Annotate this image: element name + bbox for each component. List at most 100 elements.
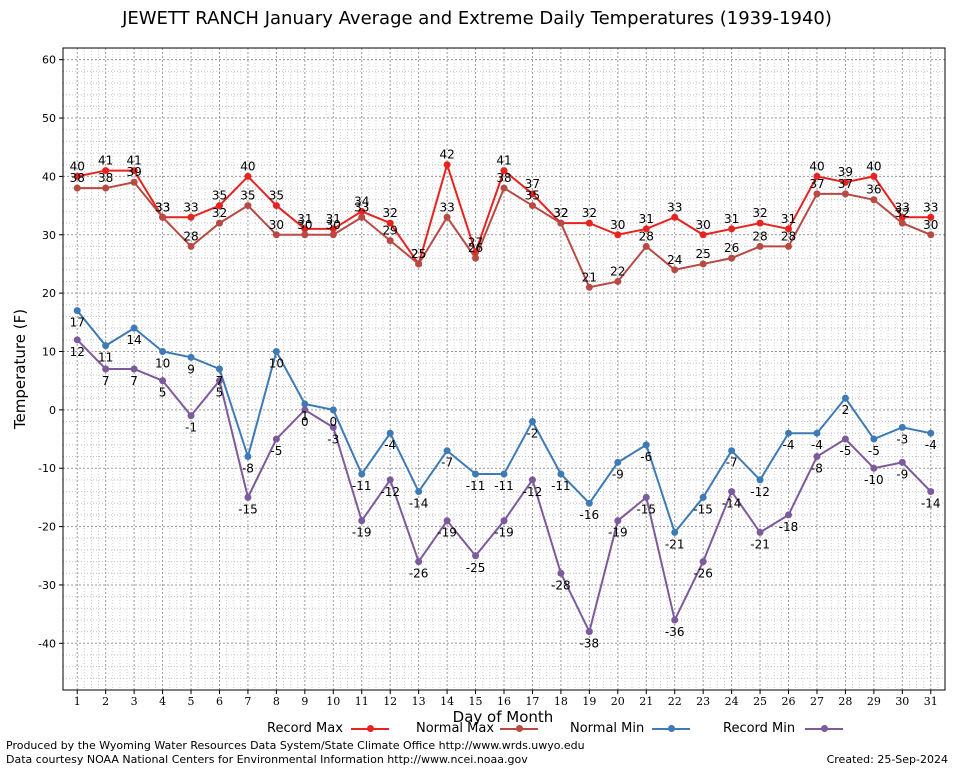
data-point [244,202,252,210]
data-point [272,231,280,239]
data-label: 30 [326,218,341,232]
data-point [756,476,764,484]
data-label: 39 [838,165,853,179]
data-point [130,167,138,175]
data-labels-record-min: 127 75-15-15-50-3-19-12-26-19-25-19-12-28… [70,345,941,651]
data-point [728,447,736,455]
data-label: -18 [779,520,799,534]
data-label: 0 [329,415,337,429]
data-label: 25 [696,247,711,261]
y-tick-label: 0 [49,404,56,417]
data-point [557,470,565,478]
data-point [102,167,110,175]
data-point [671,266,679,274]
x-tick-label: 28 [838,695,852,708]
data-label: 14 [126,333,141,347]
data-point [329,231,337,239]
legend-record-max: Record Max [267,721,389,736]
data-label: 31 [724,212,739,226]
data-point [642,242,650,250]
data-point [841,190,849,198]
data-label: 34 [354,194,369,208]
data-label: 26 [724,241,739,255]
data-label: 38 [98,171,113,185]
data-point [813,172,821,180]
y-tick-label: 30 [42,229,56,242]
data-point [756,242,764,250]
x-tick-label: 1 [74,695,81,708]
data-label: -26 [693,567,713,581]
data-point [699,231,707,239]
y-tick-label: 60 [42,54,56,67]
data-label: -9 [896,467,908,481]
data-point [898,423,906,431]
data-label: -19 [494,526,514,540]
x-tick-label: 15 [469,695,483,708]
data-label: 32 [582,206,597,220]
data-point [301,406,309,414]
data-label: 32 [752,206,767,220]
data-label: 31 [781,212,796,226]
data-point [187,412,195,420]
legend-label: Record Max [267,721,343,736]
data-point [73,307,81,315]
x-tick-label: 13 [412,695,426,708]
data-point [699,558,707,566]
data-point [585,628,593,636]
data-label: -10 [864,473,884,487]
data-label: 7 [102,374,110,388]
data-label: 10 [269,356,284,370]
grid-lines [63,47,945,691]
y-tick-label: 40 [42,170,56,183]
legend-swatch-dot [668,725,675,732]
data-point [272,347,280,355]
data-point [443,213,451,221]
data-point [500,517,508,525]
data-label: 5 [159,386,167,400]
data-point [927,213,935,221]
data-label: 40 [240,159,255,173]
data-point [102,184,110,192]
data-label: 41 [496,154,511,168]
legend-normal-min: Normal Min [570,721,690,736]
data-point [415,488,423,496]
data-label: -12 [380,485,400,499]
data-point [898,219,906,227]
data-point [500,470,508,478]
data-point [159,347,167,355]
data-label: -6 [640,450,652,464]
data-label: -7 [726,456,738,470]
data-point [785,242,793,250]
data-point [187,353,195,361]
data-label: 37 [838,177,853,191]
data-point [130,178,138,186]
data-label: 37 [525,177,540,191]
data-label: 41 [98,154,113,168]
data-label: -14 [722,497,742,511]
data-label: 24 [667,253,682,267]
data-point [585,283,593,291]
x-tick-label: 16 [497,695,511,708]
data-point [159,213,167,221]
data-point [585,219,593,227]
data-label: 38 [70,171,85,185]
series-record-max [73,161,935,268]
y-tick-label: 50 [42,112,56,125]
data-point [813,429,821,437]
data-point [528,418,536,426]
data-label: 32 [553,206,568,220]
data-point [102,365,110,373]
legend-swatch-dot [367,725,374,732]
data-point [130,365,138,373]
data-label: 33 [183,200,198,214]
data-label: -15 [238,502,258,516]
data-point [642,225,650,233]
data-label: 30 [269,218,284,232]
data-label: 2 [842,403,850,417]
data-point [73,336,81,344]
data-label: -38 [580,637,600,651]
data-point [671,616,679,624]
data-label: -15 [693,502,713,516]
footer-created-date: Created: 25-Sep-2024 [826,753,948,766]
data-point [301,225,309,233]
